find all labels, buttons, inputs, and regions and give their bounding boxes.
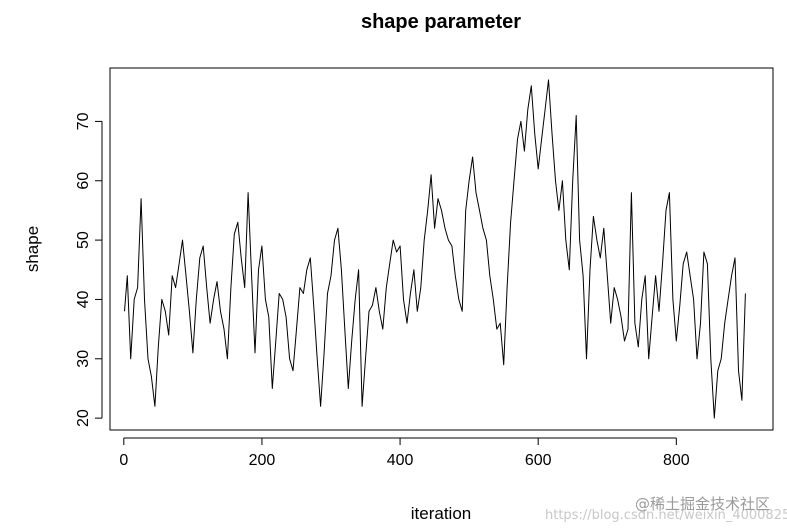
y-tick-label: 70	[75, 112, 92, 130]
x-tick-label: 0	[119, 452, 128, 469]
plot-frame	[109, 67, 774, 431]
y-tick-label: 20	[75, 409, 92, 427]
x-tick-label: 600	[525, 452, 552, 469]
y-tick-label: 50	[75, 231, 92, 249]
chart-title: shape parameter	[361, 11, 521, 33]
y-tick-label: 60	[75, 172, 92, 190]
x-tick-label: 200	[249, 452, 276, 469]
watermark-community: @稀土掘金技术社区	[635, 495, 770, 513]
x-axis: 0 200 400 600 800	[119, 437, 690, 469]
y-tick-label: 30	[75, 350, 92, 368]
watermark-url: https://blog.csdn.net/weixin_40008251	[545, 508, 787, 523]
trace-line	[124, 79, 746, 419]
y-axis: 20 30 40 50 60 70	[75, 112, 103, 427]
y-tick-label: 40	[75, 290, 92, 308]
x-tick-label: 400	[387, 452, 414, 469]
x-tick-label: 800	[663, 452, 690, 469]
y-axis-label: shape	[23, 226, 42, 272]
x-axis-label: iteration	[411, 504, 471, 523]
